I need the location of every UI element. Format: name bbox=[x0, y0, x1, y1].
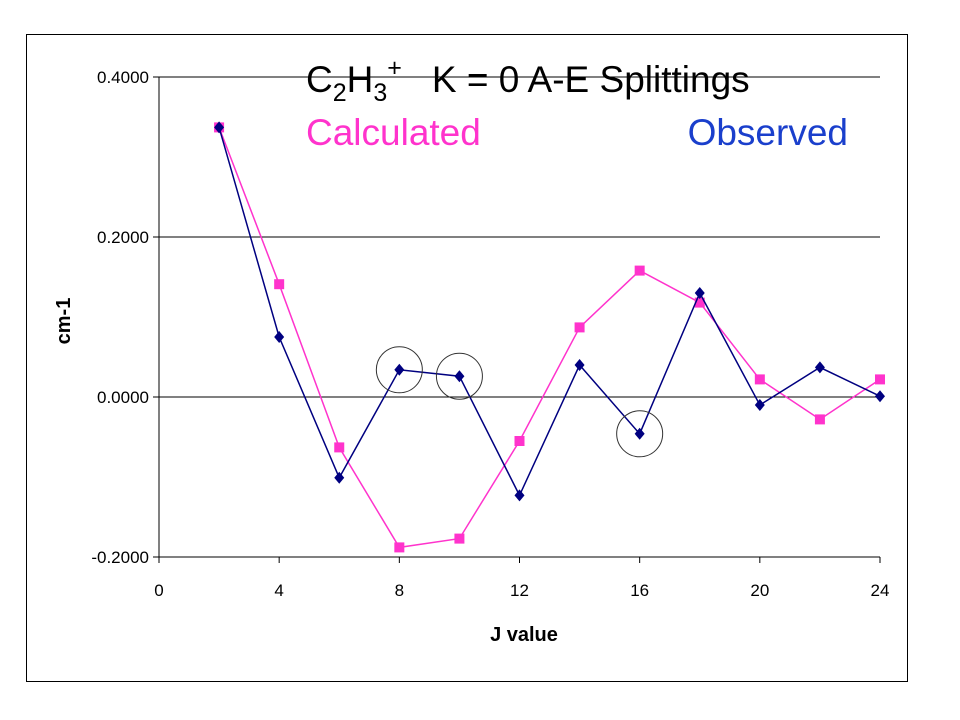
x-tick-label: 24 bbox=[871, 581, 890, 600]
title-h: H bbox=[347, 59, 374, 100]
title-charge: + bbox=[387, 54, 402, 82]
observed-point bbox=[514, 489, 525, 502]
x-tick-label: 12 bbox=[510, 581, 529, 600]
calculated-point bbox=[454, 533, 465, 544]
x-axis-title: J value bbox=[490, 624, 558, 646]
highlight-circles bbox=[375, 346, 664, 458]
calculated-point bbox=[754, 374, 765, 385]
x-tick-label: 20 bbox=[750, 581, 769, 600]
observed-point bbox=[754, 399, 765, 411]
observed-point bbox=[334, 471, 345, 484]
observed-point bbox=[454, 370, 465, 383]
observed-line bbox=[218, 127, 881, 498]
y-axis-title: cm-1 bbox=[53, 298, 75, 345]
chart-frame bbox=[26, 34, 908, 682]
y-tick-label: 0.4000 bbox=[97, 68, 149, 87]
x-tick-labels: 0 4 8 12 16 20 24 bbox=[154, 581, 889, 600]
x-tick-label: 16 bbox=[630, 581, 649, 600]
calculated-point bbox=[875, 374, 885, 385]
y-tick-label: 0.0000 bbox=[97, 388, 149, 407]
calculated-point bbox=[334, 442, 345, 453]
calculated-point bbox=[574, 322, 585, 333]
x-tick-label: 8 bbox=[395, 581, 404, 600]
calculated-point bbox=[514, 436, 525, 446]
highlight-circle bbox=[616, 410, 664, 458]
series-calculated bbox=[214, 122, 885, 553]
y-tick-label: 0.2000 bbox=[97, 228, 149, 247]
legend-calculated: Calculated bbox=[306, 112, 481, 153]
x-tick-label: 4 bbox=[274, 581, 283, 600]
calculated-point bbox=[394, 542, 405, 553]
series-observed bbox=[214, 121, 885, 502]
highlight-circle bbox=[375, 346, 423, 394]
observed-point bbox=[814, 361, 825, 374]
highlight-circle bbox=[435, 352, 483, 400]
title-h-subscript: 3 bbox=[373, 79, 387, 107]
calculated-point bbox=[634, 265, 645, 276]
calculated-point bbox=[814, 414, 825, 425]
calculated-point bbox=[694, 297, 705, 308]
gridlines bbox=[159, 76, 880, 398]
y-tick-label: -0.2000 bbox=[91, 548, 149, 567]
observed-point bbox=[214, 121, 225, 134]
title-c-subscript: 2 bbox=[333, 79, 347, 107]
observed-point bbox=[875, 390, 885, 403]
axes bbox=[153, 76, 881, 563]
observed-point bbox=[394, 363, 405, 376]
y-tick-labels: 0.4000 0.2000 0.0000 -0.2000 bbox=[91, 68, 149, 567]
chart-title: C2H3+ K = 0 A-E Splittings bbox=[306, 54, 750, 107]
title-heading: K = 0 A-E Splittings bbox=[432, 59, 750, 100]
legend-observed: Observed bbox=[688, 112, 848, 153]
x-tick-label: 0 bbox=[154, 581, 163, 600]
title-c: C bbox=[306, 59, 333, 100]
observed-point bbox=[694, 287, 705, 299]
observed-point bbox=[274, 331, 285, 343]
calculated-line bbox=[218, 127, 881, 549]
observed-point bbox=[574, 359, 585, 371]
calculated-point bbox=[274, 279, 285, 290]
observed-point bbox=[634, 427, 645, 440]
